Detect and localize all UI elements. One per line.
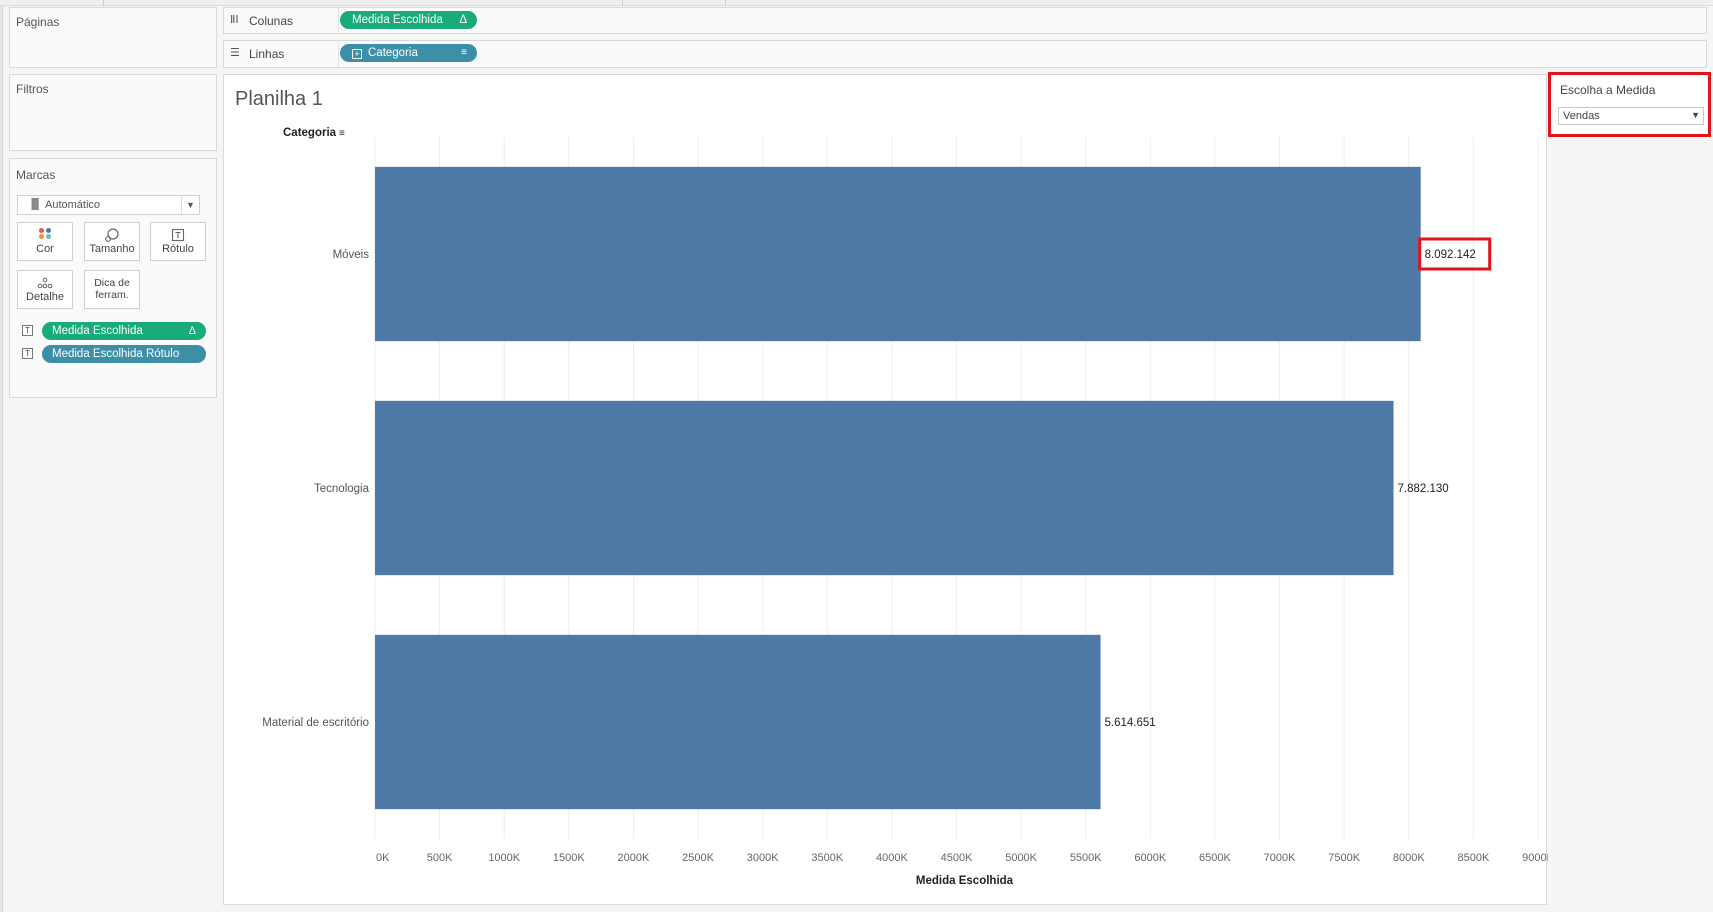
row-field-header-label: Categoria [283,127,337,139]
row-field-header[interactable]: Categoria ≡ [283,127,345,139]
size-button-label: Tamanho [89,243,135,255]
x-tick-label: 2500K [682,852,714,864]
label-button-label: Rótulo [162,243,194,255]
text-mark-icon: T [22,325,33,336]
tooltip-button-label-line1: Dica de [94,277,130,289]
x-tick-label: 3000K [747,852,779,864]
x-tick-label: 8500K [1457,852,1489,864]
shelf-divider [338,41,339,67]
x-tick-label: 500K [427,852,453,864]
color-button[interactable]: Cor [17,222,73,261]
mark-type-dropdown[interactable]: ▐▌ Automático ▼ [17,195,200,215]
x-tick-label: 5500K [1070,852,1102,864]
category-label: Tecnologia [314,483,370,495]
x-tick-label: 8000K [1393,852,1425,864]
marks-card: Marcas ▐▌ Automático ▼ Cor Tamanho Rótul… [9,158,217,398]
pages-card[interactable]: Páginas [9,7,217,68]
rows-icon: ☰ [230,47,240,59]
category-label: Material de escritório [262,717,369,729]
mark-field-pill-label-measure[interactable]: Medida Escolhida Rótulo [42,345,206,363]
mark-field-pill-label: Medida Escolhida Rótulo [52,348,180,360]
rows-pill[interactable]: + Categoria ≡ [340,44,477,62]
tooltip-button-label-line2: ferram. [95,289,129,301]
detail-button-label: Detalhe [26,291,64,303]
x-tick-label: 2000K [618,852,650,864]
parameter-dropdown[interactable]: Vendas ▼ [1558,107,1704,125]
label-button[interactable]: Rótulo [150,222,206,261]
columns-shelf-label: Colunas [249,14,294,28]
sheet-title: Planilha 1 [235,88,323,110]
columns-icon: ⅡⅠ [230,14,239,26]
data-label: 8.092.142 [1425,249,1476,261]
rows-shelf[interactable]: ☰ Linhas + Categoria ≡ [223,40,1707,68]
columns-pill-label: Medida Escolhida [352,14,443,26]
mark-field-row[interactable]: T Medida Escolhida Δ [22,322,212,340]
x-tick-label: 3500K [811,852,843,864]
mark-field-pill-measure[interactable]: Medida Escolhida Δ [42,322,206,340]
marks-title: Marcas [16,168,56,182]
color-button-label: Cor [36,243,54,255]
x-tick-label: 1500K [553,852,585,864]
x-tick-label: 4000K [876,852,908,864]
x-tick-label: 6000K [1134,852,1166,864]
detail-button[interactable]: Detalhe [17,270,73,309]
delta-icon: Δ [188,325,196,337]
x-tick-label: 1000K [488,852,520,864]
size-button[interactable]: Tamanho [84,222,140,261]
filters-title: Filtros [16,82,49,96]
x-tick-label: 7500K [1328,852,1360,864]
detail-dots-icon [18,276,72,290]
columns-pill[interactable]: Medida Escolhida Δ [340,11,477,29]
parameter-title: Escolha a Medida [1560,83,1656,97]
x-tick-label: 9000K [1522,852,1548,864]
bar [375,166,1421,342]
mark-field-pill-label: Medida Escolhida [52,325,143,337]
highlight-box-data-label [1418,237,1492,271]
color-dots-icon [18,228,72,242]
worksheet-view: Planilha 1 Categoria ≡ Móveis 8.092.142 Tec… [223,74,1548,905]
x-tick-label: 6500K [1199,852,1231,864]
delta-icon: Δ [459,14,467,26]
toolbar-divider [103,0,104,6]
expand-plus-icon[interactable]: + [352,49,362,59]
sort-descending-icon[interactable]: ≡ [339,128,345,139]
sort-descending-icon: ≡ [461,47,467,58]
data-label: 5.614.651 [1105,717,1156,729]
toolbar-divider [725,0,726,6]
chevron-down-icon[interactable]: ▼ [181,196,199,214]
tooltip-button[interactable]: Dica de ferram. [84,270,140,309]
x-tick-label: 0K [376,852,390,864]
x-tick-label: 5000K [1005,852,1037,864]
chevron-down-icon[interactable]: ▼ [1691,110,1700,120]
bar [375,634,1101,810]
bar-chart: Móveis 8.092.142 Tecnologia 7.882.130 Materi… [262,137,1548,887]
rows-pill-label: Categoria [368,47,418,59]
pages-title: Páginas [16,15,60,29]
toolbar-divider [622,0,623,6]
x-tick-label: 4500K [941,852,973,864]
x-axis-title: Medida Escolhida [916,875,1014,887]
bar [375,400,1394,576]
x-tick-label: 7000K [1264,852,1296,864]
parameter-control: Escolha a Medida Vendas ▼ [1551,74,1708,135]
rows-shelf-label: Linhas [249,47,285,61]
shelf-divider [338,8,339,33]
text-label-icon [151,228,205,242]
bar-chart-icon: ▐▌ [28,199,43,210]
mark-type-value: Automático [45,199,101,211]
filters-card[interactable]: Filtros [9,74,217,151]
category-label: Móveis [333,249,370,261]
data-label: 7.882.130 [1398,483,1449,495]
left-edge-panel [0,6,3,912]
parameter-value: Vendas [1563,110,1600,122]
size-icon [85,228,139,242]
top-toolbar-strip [0,0,1713,6]
mark-field-row[interactable]: T Medida Escolhida Rótulo [22,345,212,363]
columns-shelf[interactable]: ⅡⅠ Colunas Medida Escolhida Δ [223,7,1707,34]
text-mark-icon: T [22,348,33,359]
